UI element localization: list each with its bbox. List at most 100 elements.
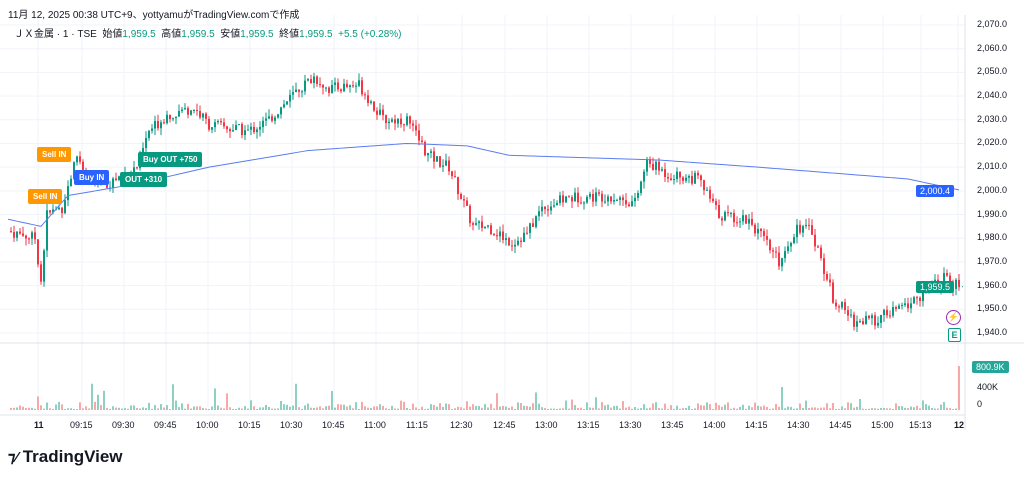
price-tick-label: 2,060.0: [977, 42, 1008, 53]
candle-body: [883, 309, 885, 316]
candle-body: [664, 169, 666, 177]
candle-body: [922, 291, 924, 302]
volume-bar: [52, 408, 54, 410]
volume-bar: [49, 408, 51, 410]
candle-body: [790, 242, 792, 247]
volume-bar: [163, 407, 165, 410]
candle-body: [541, 206, 543, 212]
candle-body: [361, 80, 363, 95]
volume-bar: [652, 403, 654, 410]
candle-body: [352, 85, 354, 87]
candle-body: [466, 200, 468, 206]
volume-bar: [637, 408, 639, 410]
volume-bar: [778, 406, 780, 410]
volume-bar: [361, 401, 363, 410]
candle-body: [316, 76, 318, 85]
candle-body: [502, 231, 504, 241]
earnings-icon[interactable]: E: [948, 328, 961, 342]
price-tick-label: 1,980.0: [977, 232, 1008, 243]
candle-body: [112, 178, 114, 188]
lightning-icon[interactable]: ⚡: [946, 310, 961, 325]
symbol-name[interactable]: ＪＸ金属 · 1 · TSE: [14, 29, 97, 40]
price-tick-label: 2,020.0: [977, 137, 1008, 148]
candle-body: [217, 121, 219, 123]
volume-bar: [226, 393, 228, 410]
volume-bar: [592, 407, 594, 410]
volume-bar: [838, 408, 840, 410]
candle-body: [820, 247, 822, 259]
volume-bar: [931, 408, 933, 410]
volume-bar: [508, 407, 510, 410]
candle-body: [577, 192, 579, 203]
candle-body: [337, 82, 339, 90]
candle-body: [679, 171, 681, 178]
volume-bar: [358, 408, 360, 410]
candle-body: [775, 251, 777, 253]
candle-body: [862, 321, 864, 325]
volume-bar: [772, 408, 774, 410]
candle-body: [34, 232, 36, 240]
high-label: 高値: [161, 29, 182, 40]
volume-bar: [895, 403, 897, 410]
volume-bar: [130, 405, 132, 410]
candle-body: [397, 118, 399, 124]
volume-bar: [133, 405, 135, 410]
candle-body: [412, 123, 414, 126]
volume-bar: [811, 407, 813, 410]
candle-body: [958, 279, 960, 287]
candle-body: [22, 233, 24, 236]
candle-body: [226, 126, 228, 130]
candle-body: [406, 116, 408, 125]
candle-body: [580, 202, 582, 204]
volume-bar: [502, 405, 504, 410]
volume-bar: [805, 400, 807, 410]
candle-body: [628, 204, 630, 207]
candle-body: [310, 79, 312, 83]
candle-body: [265, 118, 267, 121]
volume-bar: [232, 408, 234, 410]
candle-body: [610, 196, 612, 202]
candle-body: [490, 225, 492, 235]
volume-bar: [355, 402, 357, 410]
candle-body: [271, 116, 273, 121]
tradingview-logo[interactable]: ⁊⁄ TradingView: [8, 447, 123, 466]
candle-body: [619, 197, 621, 200]
volume-bar: [595, 397, 597, 410]
volume-bar: [514, 408, 516, 410]
volume-bar: [781, 387, 783, 410]
volume-tick-label: 0: [977, 399, 983, 409]
volume-bar: [490, 403, 492, 410]
volume-bar: [376, 406, 378, 410]
candle-body: [136, 167, 138, 169]
candle-body: [514, 244, 516, 247]
volume-bar: [589, 407, 591, 410]
volume-bar: [97, 394, 99, 410]
volume-bar: [391, 405, 393, 410]
candle-body: [607, 196, 609, 202]
time-tick-label: 14:30: [787, 420, 810, 430]
volume-bar: [826, 403, 828, 410]
volume-bar: [205, 408, 207, 410]
candle-body: [238, 124, 240, 126]
volume-bar: [829, 408, 831, 410]
price-tick-label: 1,940.0: [977, 326, 1008, 337]
candle-body: [832, 282, 834, 303]
volume-bar: [478, 405, 480, 410]
volume-bar: [808, 408, 810, 410]
time-tick-label: 10:30: [280, 420, 303, 430]
volume-bar: [487, 407, 489, 410]
candle-body: [715, 201, 717, 206]
volume-bar: [499, 406, 501, 410]
candle-body: [154, 121, 156, 129]
volume-bar: [241, 408, 243, 410]
candle-body: [151, 128, 153, 131]
candle-body: [877, 322, 879, 326]
candle-body: [565, 196, 567, 203]
volume-bar: [316, 407, 318, 410]
volume-bar: [25, 407, 27, 410]
candle-body: [268, 116, 270, 119]
volume-bar: [148, 402, 150, 410]
candle-body: [622, 197, 624, 201]
